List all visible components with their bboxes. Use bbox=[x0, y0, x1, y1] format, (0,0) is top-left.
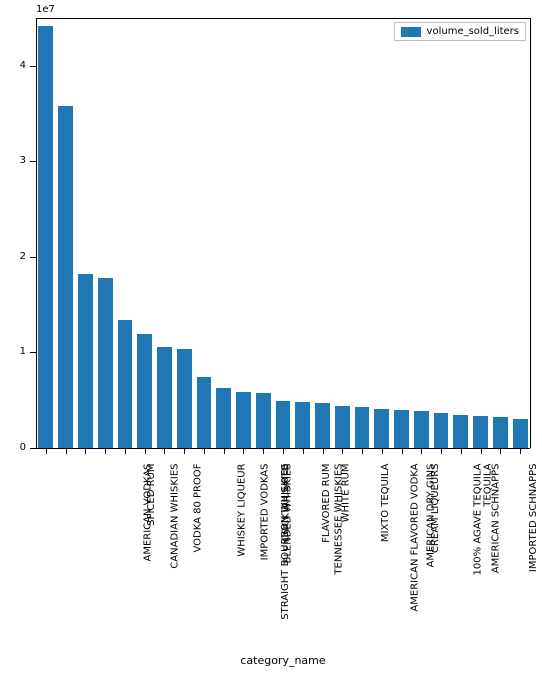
x-tick bbox=[382, 448, 383, 454]
x-tick-label: SPICED RUM bbox=[146, 464, 157, 526]
bar bbox=[394, 410, 409, 448]
bar bbox=[256, 393, 271, 448]
bar bbox=[137, 334, 152, 448]
x-tick-label: CANADIAN WHISKIES bbox=[169, 464, 180, 569]
y-tick-label: 0 bbox=[0, 442, 26, 453]
x-tick-label: VODKA 80 PROOF bbox=[193, 464, 204, 553]
x-tick-label: IMPORTED VODKAS bbox=[260, 464, 271, 561]
x-tick bbox=[342, 448, 343, 454]
x-tick-label: COCKTAILS/RTD bbox=[281, 464, 292, 542]
x-tick bbox=[224, 448, 225, 454]
bar bbox=[473, 416, 488, 448]
bar bbox=[295, 402, 310, 448]
y-tick-label: 1 bbox=[0, 346, 26, 357]
x-tick bbox=[125, 448, 126, 454]
x-tick bbox=[481, 448, 482, 454]
x-tick bbox=[66, 448, 67, 454]
bar bbox=[236, 392, 251, 448]
bar bbox=[177, 349, 192, 448]
bar bbox=[157, 347, 172, 448]
bar bbox=[493, 417, 508, 448]
x-tick bbox=[145, 448, 146, 454]
bar bbox=[414, 411, 429, 448]
bar bbox=[335, 406, 350, 448]
y-tick-label: 3 bbox=[0, 155, 26, 166]
y-axis-line bbox=[36, 18, 37, 448]
y-tick-label: 4 bbox=[0, 60, 26, 71]
x-tick-label: IMPORTED SCHNAPPS bbox=[528, 464, 539, 573]
x-axis-label: category_name bbox=[36, 654, 530, 667]
bar bbox=[374, 409, 389, 448]
x-tick bbox=[105, 448, 106, 454]
x-tick-label: WHITE RUM bbox=[340, 464, 351, 523]
x-tick bbox=[263, 448, 264, 454]
x-tick bbox=[243, 448, 244, 454]
x-tick bbox=[184, 448, 185, 454]
x-tick bbox=[85, 448, 86, 454]
bar bbox=[276, 401, 291, 448]
x-tick bbox=[164, 448, 165, 454]
x-tick-label: MIXTO TEQUILA bbox=[380, 464, 391, 543]
x-tick-label: WHISKEY LIQUEUR bbox=[236, 464, 247, 557]
legend-swatch bbox=[401, 27, 421, 37]
x-tick bbox=[461, 448, 462, 454]
x-tick bbox=[204, 448, 205, 454]
legend-label: volume_sold_liters bbox=[427, 26, 519, 37]
x-tick-label: CREAM LIQUEURS bbox=[430, 464, 441, 554]
x-tick bbox=[520, 448, 521, 454]
x-tick bbox=[421, 448, 422, 454]
x-tick bbox=[500, 448, 501, 454]
x-tick bbox=[283, 448, 284, 454]
x-tick-label: TEQUILA bbox=[483, 464, 494, 507]
bar bbox=[98, 278, 113, 448]
y-exponent: 1e7 bbox=[36, 4, 55, 15]
x-tick-label: FLAVORED RUM bbox=[321, 464, 332, 543]
bar bbox=[355, 407, 370, 448]
x-tick-label: AMERICAN FLAVORED VODKA bbox=[410, 464, 421, 612]
bar bbox=[434, 413, 449, 448]
legend: volume_sold_liters bbox=[394, 22, 526, 41]
x-tick bbox=[362, 448, 363, 454]
right-spine bbox=[530, 18, 531, 448]
bar bbox=[118, 320, 133, 448]
bar bbox=[78, 274, 93, 448]
x-tick bbox=[46, 448, 47, 454]
bar bbox=[216, 388, 231, 448]
bar bbox=[197, 377, 212, 448]
x-tick bbox=[323, 448, 324, 454]
top-spine bbox=[36, 18, 530, 19]
x-tick bbox=[402, 448, 403, 454]
bar bbox=[58, 106, 73, 448]
bar bbox=[453, 415, 468, 448]
x-tick bbox=[303, 448, 304, 454]
bar bbox=[315, 403, 330, 448]
bar bbox=[38, 26, 53, 448]
bar-chart: 1e7 01234 AMERICAN VODKASCANADIAN WHISKI… bbox=[0, 0, 542, 694]
y-tick-label: 2 bbox=[0, 251, 26, 262]
x-tick bbox=[441, 448, 442, 454]
bar bbox=[513, 419, 528, 448]
